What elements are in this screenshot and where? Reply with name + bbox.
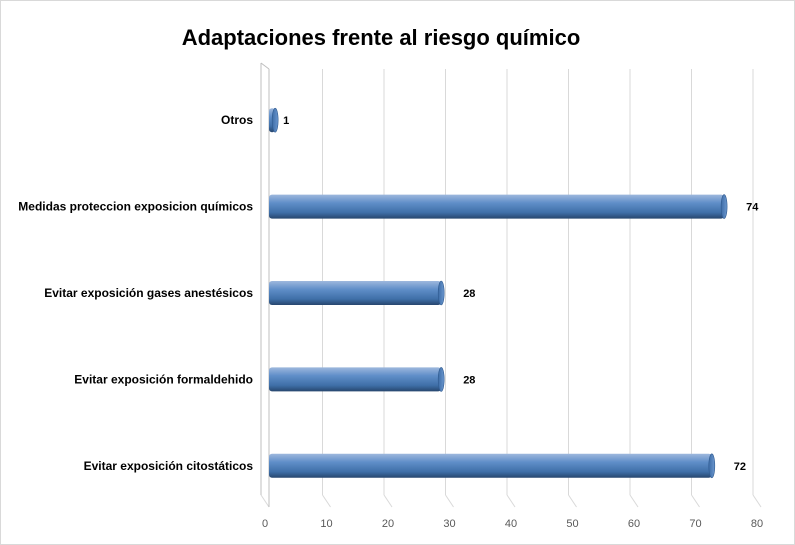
bar-end-cap (437, 280, 445, 306)
bar (269, 281, 442, 305)
data-label: 74 (746, 202, 759, 214)
data-label: 72 (734, 461, 746, 473)
bar (269, 194, 725, 219)
x-tick-label: 50 (566, 518, 578, 530)
chart-title: Adaptaciones frente al riesgo químico (181, 25, 581, 50)
bar (269, 453, 712, 478)
category-label: Evitar exposición citostáticos (84, 459, 254, 473)
bar-end-cap (437, 367, 445, 392)
bar-end-cap (708, 453, 716, 479)
bar-end-cap (720, 194, 728, 219)
gridline-floor (506, 494, 516, 508)
data-label: 28 (463, 288, 475, 300)
category-label: Evitar exposición gases anestésicos (44, 286, 253, 300)
x-tick-label: 0 (262, 518, 268, 530)
gridline-floor (445, 494, 454, 508)
gridline-floor (383, 494, 393, 508)
gridline-floor (752, 494, 762, 508)
x-tick-label: 40 (505, 518, 517, 530)
category-label: Otros (221, 113, 253, 127)
data-label: 1 (283, 115, 289, 127)
gridline-floor (629, 494, 639, 508)
category-label: Medidas proteccion exposicion químicos (18, 200, 253, 214)
bar (269, 367, 442, 392)
x-tick-label: 20 (382, 518, 394, 530)
axis-wall-top (260, 62, 270, 70)
gridline-floor (568, 494, 577, 508)
x-tick-label: 60 (628, 518, 640, 530)
gridline-floor (322, 494, 331, 508)
x-tick-label: 30 (443, 518, 455, 530)
x-tick-label: 80 (751, 518, 763, 530)
data-label: 28 (463, 374, 475, 386)
x-tick-label: 70 (689, 518, 701, 530)
bar-end-cap (271, 107, 279, 133)
category-label: Evitar exposición formaldehido (74, 372, 253, 386)
x-tick-label: 10 (320, 518, 332, 530)
gridline-floor (260, 494, 270, 508)
gridline-floor (691, 494, 700, 508)
